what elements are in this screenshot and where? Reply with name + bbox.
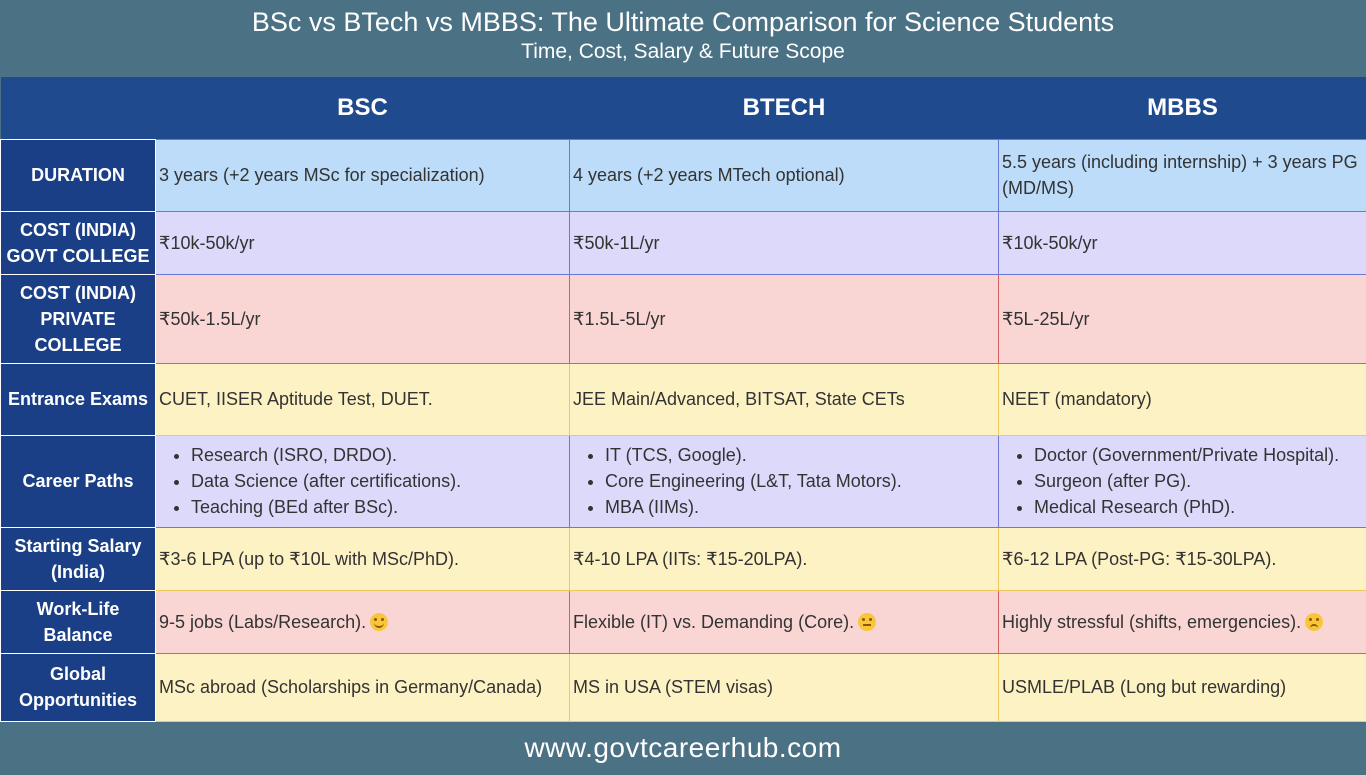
row-cost-govt: COST (INDIA) GOVT COLLEGE ₹10k-50k/yr ₹5… (1, 211, 1366, 274)
column-header-row: BSC BTECH MBBS (1, 77, 1366, 139)
row-cost-private: COST (INDIA) PRIVATE COLLEGE ₹50k-1.5L/y… (1, 274, 1366, 363)
cell-entrance-mbbs: NEET (mandatory) (999, 363, 1366, 435)
cell-career-bsc: Research (ISRO, DRDO). Data Science (aft… (156, 435, 570, 527)
list-item: MBA (IIMs). (605, 494, 995, 520)
row-label-cost-govt: COST (INDIA) GOVT COLLEGE (1, 211, 156, 274)
cell-salary-bsc: ₹3-6 LPA (up to ₹10L with MSc/PhD). (156, 527, 570, 590)
cell-career-btech: IT (TCS, Google). Core Engineering (L&T,… (570, 435, 999, 527)
comparison-table: BSC BTECH MBBS DURATION 3 years (+2 year… (0, 77, 1366, 722)
cell-worklife-mbbs: Highly stressful (shifts, emergencies). (999, 590, 1366, 653)
row-starting-salary: Starting Salary (India) ₹3-6 LPA (up to … (1, 527, 1366, 590)
row-label-career-paths: Career Paths (1, 435, 156, 527)
cell-global-bsc: MSc abroad (Scholarships in Germany/Cana… (156, 653, 570, 721)
list-item: Doctor (Government/Private Hospital). (1034, 442, 1363, 468)
corner-cell (1, 77, 156, 139)
list-item: Core Engineering (L&T, Tata Motors). (605, 468, 995, 494)
cell-duration-btech: 4 years (+2 years MTech optional) (570, 139, 999, 211)
neutral-face-icon (858, 613, 876, 631)
row-label-entrance-exams: Entrance Exams (1, 363, 156, 435)
list-item: Data Science (after certifications). (191, 468, 566, 494)
cell-salary-mbbs: ₹6-12 LPA (Post-PG: ₹15-30LPA). (999, 527, 1366, 590)
column-header-mbbs: MBBS (999, 77, 1366, 139)
worklife-text-btech: Flexible (IT) vs. Demanding (Core). (573, 612, 854, 632)
career-list-bsc: Research (ISRO, DRDO). Data Science (aft… (159, 442, 566, 520)
page-title: BSc vs BTech vs MBBS: The Ultimate Compa… (0, 5, 1366, 39)
cell-cost-govt-mbbs: ₹10k-50k/yr (999, 211, 1366, 274)
cell-career-mbbs: Doctor (Government/Private Hospital). Su… (999, 435, 1366, 527)
row-label-global-opportunities: Global Opportunities (1, 653, 156, 721)
header: BSc vs BTech vs MBBS: The Ultimate Compa… (0, 0, 1366, 77)
cell-cost-private-mbbs: ₹5L-25L/yr (999, 274, 1366, 363)
career-list-btech: IT (TCS, Google). Core Engineering (L&T,… (573, 442, 995, 520)
cell-salary-btech: ₹4-10 LPA (IITs: ₹15-20LPA). (570, 527, 999, 590)
list-item: Medical Research (PhD). (1034, 494, 1363, 520)
cell-cost-govt-btech: ₹50k-1L/yr (570, 211, 999, 274)
cell-cost-private-bsc: ₹50k-1.5L/yr (156, 274, 570, 363)
cell-duration-mbbs: 5.5 years (including internship) + 3 yea… (999, 139, 1366, 211)
list-item: Teaching (BEd after BSc). (191, 494, 566, 520)
worklife-text-mbbs: Highly stressful (shifts, emergencies). (1002, 612, 1301, 632)
cell-global-btech: MS in USA (STEM visas) (570, 653, 999, 721)
row-global-opportunities: Global Opportunities MSc abroad (Scholar… (1, 653, 1366, 721)
cell-global-mbbs: USMLE/PLAB (Long but rewarding) (999, 653, 1366, 721)
cell-cost-private-btech: ₹1.5L-5L/yr (570, 274, 999, 363)
list-item: Surgeon (after PG). (1034, 468, 1363, 494)
cell-worklife-bsc: 9-5 jobs (Labs/Research). (156, 590, 570, 653)
column-header-btech: BTECH (570, 77, 999, 139)
list-item: Research (ISRO, DRDO). (191, 442, 566, 468)
row-label-work-life-balance: Work-Life Balance (1, 590, 156, 653)
row-work-life-balance: Work-Life Balance 9-5 jobs (Labs/Researc… (1, 590, 1366, 653)
row-label-cost-private: COST (INDIA) PRIVATE COLLEGE (1, 274, 156, 363)
cell-duration-bsc: 3 years (+2 years MSc for specialization… (156, 139, 570, 211)
cell-entrance-btech: JEE Main/Advanced, BITSAT, State CETs (570, 363, 999, 435)
sad-face-icon (1305, 613, 1323, 631)
row-label-starting-salary: Starting Salary (India) (1, 527, 156, 590)
list-item: IT (TCS, Google). (605, 442, 995, 468)
cell-entrance-bsc: CUET, IISER Aptitude Test, DUET. (156, 363, 570, 435)
career-list-mbbs: Doctor (Government/Private Hospital). Su… (1002, 442, 1363, 520)
row-career-paths: Career Paths Research (ISRO, DRDO). Data… (1, 435, 1366, 527)
row-duration: DURATION 3 years (+2 years MSc for speci… (1, 139, 1366, 211)
worklife-text-bsc: 9-5 jobs (Labs/Research). (159, 612, 366, 632)
footer-website-url: www.govtcareerhub.com (0, 721, 1366, 768)
page-subtitle: Time, Cost, Salary & Future Scope (0, 39, 1366, 65)
cell-worklife-btech: Flexible (IT) vs. Demanding (Core). (570, 590, 999, 653)
smiling-face-icon (370, 613, 388, 631)
cell-cost-govt-bsc: ₹10k-50k/yr (156, 211, 570, 274)
row-entrance-exams: Entrance Exams CUET, IISER Aptitude Test… (1, 363, 1366, 435)
column-header-bsc: BSC (156, 77, 570, 139)
row-label-duration: DURATION (1, 139, 156, 211)
